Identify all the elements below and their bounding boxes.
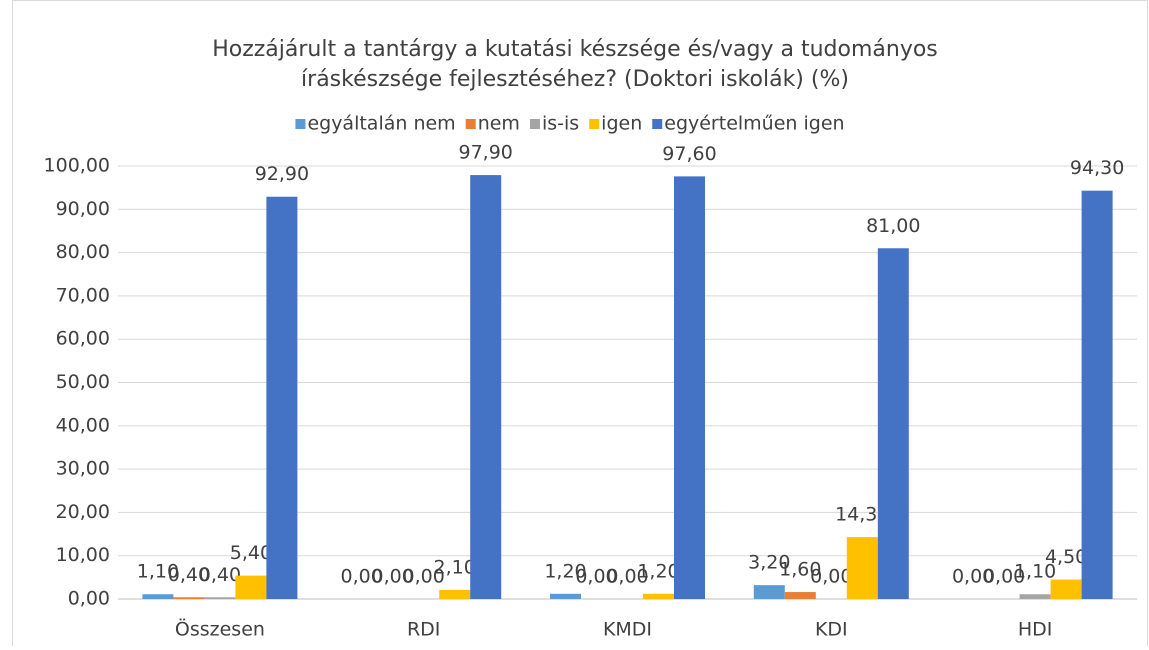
y-tick-label: 70,00: [56, 284, 110, 306]
data-label: 97,60: [662, 143, 716, 165]
bar: [204, 597, 236, 599]
data-label: 0,00: [952, 566, 994, 588]
data-label: 97,90: [458, 142, 512, 164]
y-tick-label: 100,00: [44, 155, 110, 177]
chart-title: íráskészsége fejlesztéséhez? (Doktori is…: [301, 67, 849, 92]
bar: [470, 175, 502, 599]
legend-label: is-is: [542, 113, 579, 135]
bar: [643, 593, 674, 599]
bar: [235, 575, 267, 599]
bar: [439, 589, 471, 599]
data-label: 94,30: [1070, 157, 1124, 179]
data-label: 0,00: [341, 566, 383, 588]
bar: [846, 537, 878, 599]
bar: [753, 585, 785, 599]
data-label: 0,00: [403, 566, 445, 588]
data-label: 0,00: [606, 566, 648, 588]
legend-label: nem: [478, 113, 520, 135]
data-label: 1,60: [779, 559, 821, 581]
data-label: 0,40: [199, 564, 241, 586]
y-tick-label: 10,00: [56, 544, 110, 566]
legend-label: egyáltalán nem: [307, 113, 455, 135]
legend-swatch: [529, 119, 540, 129]
chart-title: Hozzájárult a tantárgy a kutatási készsé…: [212, 37, 938, 62]
bar: [1050, 579, 1082, 599]
bar: [142, 594, 174, 599]
x-tick-label: RDI: [407, 619, 440, 641]
data-label: 0,00: [372, 566, 414, 588]
data-label: 1,10: [137, 561, 179, 583]
data-label: 0,00: [575, 566, 617, 588]
bar: [1081, 190, 1113, 599]
x-tick-label: KDI: [815, 619, 848, 641]
bar: [1019, 594, 1051, 599]
y-tick-label: 30,00: [56, 458, 110, 480]
x-tick-label: Összesen: [175, 618, 265, 641]
data-label: 1,20: [637, 560, 679, 582]
chart-border: [12, 0, 1148, 650]
data-label: 1,20: [544, 560, 586, 582]
y-tick-label: 0,00: [68, 588, 110, 610]
data-label: 1,10: [1014, 561, 1056, 583]
legend-label: igen: [601, 113, 642, 135]
legend-swatch: [465, 119, 476, 129]
legend-label: egyértelműen igen: [664, 113, 844, 135]
data-label: 81,00: [866, 215, 920, 237]
data-label: 5,40: [230, 542, 272, 564]
y-tick-label: 40,00: [56, 414, 110, 436]
y-tick-label: 50,00: [56, 371, 110, 393]
y-tick-label: 20,00: [56, 501, 110, 523]
y-tick-label: 60,00: [56, 328, 110, 350]
bar: [674, 176, 705, 599]
legend-swatch: [295, 119, 306, 129]
data-label: 4,50: [1045, 546, 1087, 568]
data-label: 0,40: [168, 564, 210, 586]
data-label: 2,10: [434, 556, 476, 578]
y-tick-label: 90,00: [56, 198, 110, 220]
data-label: 14,30: [835, 504, 889, 526]
y-tick-label: 80,00: [56, 241, 110, 263]
data-label: 92,90: [255, 163, 309, 185]
bar: [550, 593, 581, 599]
legend-swatch: [652, 119, 663, 129]
data-label: 0,00: [810, 566, 852, 588]
bar: [877, 248, 909, 599]
bar: [266, 196, 298, 600]
bar: [173, 597, 205, 599]
bar: [784, 592, 816, 599]
data-label: 0,00: [983, 566, 1025, 588]
legend-swatch: [589, 119, 600, 129]
x-tick-label: HDI: [1018, 619, 1053, 641]
x-tick-label: KMDI: [603, 619, 652, 641]
data-label: 3,20: [748, 552, 790, 574]
